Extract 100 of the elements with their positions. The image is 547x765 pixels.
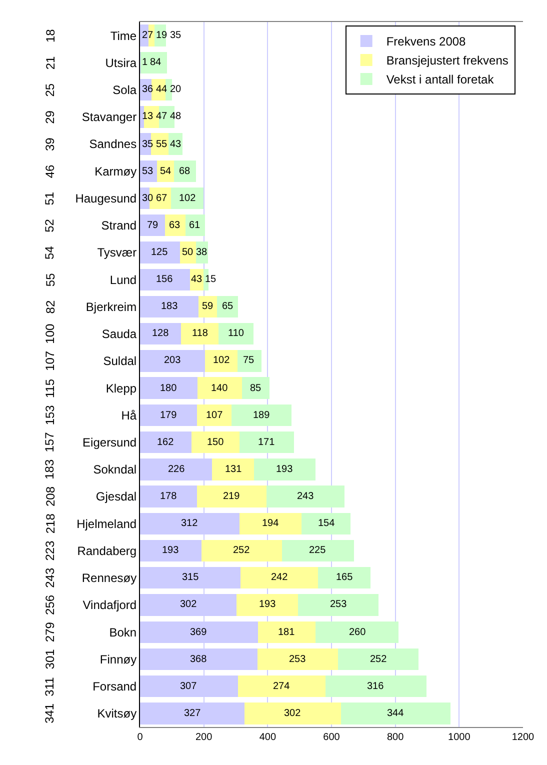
data-label: 47 xyxy=(156,111,168,122)
data-label: 193 xyxy=(276,464,294,475)
y-tick-label: Finnøy xyxy=(100,652,137,666)
data-label: 110 xyxy=(228,328,244,339)
data-label: 30 xyxy=(142,193,154,204)
data-label: 13 xyxy=(142,111,154,122)
y-tick-label: Haugesund xyxy=(75,191,137,206)
x-tick-label: 400 xyxy=(259,732,276,743)
data-label: 154 xyxy=(318,518,336,529)
x-tick-label: 1000 xyxy=(448,732,471,743)
y-tick-label: Forsand xyxy=(92,680,137,694)
y-tick-label: Utsira xyxy=(105,56,137,70)
data-label: 131 xyxy=(225,464,242,475)
y-tick-label: Stavanger xyxy=(82,110,137,124)
data-label: 252 xyxy=(233,545,250,556)
data-label: 43 xyxy=(170,139,182,150)
y-tick-label: Klepp xyxy=(106,381,137,396)
x-tick-label: 200 xyxy=(195,732,213,743)
data-label: 1 xyxy=(142,57,148,68)
legend-label: Vekst i antall foretak xyxy=(386,72,495,87)
y-tick-label: Tysvær xyxy=(97,246,137,260)
data-label: 102 xyxy=(213,355,230,366)
data-label: 162 xyxy=(157,437,174,448)
legend-label: Bransjejustert frekvens xyxy=(386,54,508,68)
data-label: 252 xyxy=(370,654,388,665)
y2-tick-label: 218 xyxy=(43,513,58,534)
y-tick-label: Vindafjord xyxy=(82,598,137,612)
data-label: 75 xyxy=(243,355,255,366)
y2-tick-label: 51 xyxy=(42,192,57,206)
y-tick-label: Time xyxy=(110,28,137,43)
data-label: 84 xyxy=(150,57,162,68)
data-label: 102 xyxy=(179,193,196,204)
data-label: 180 xyxy=(160,383,178,394)
data-label: 35 xyxy=(170,30,182,41)
data-label: 125 xyxy=(151,247,168,258)
y-tick-label: Bokn xyxy=(109,625,137,640)
data-label: 150 xyxy=(207,437,224,448)
data-label: 140 xyxy=(211,383,228,394)
data-label: 65 xyxy=(222,301,234,312)
y-tick-label: Gjesdal xyxy=(96,490,137,504)
x-tick-label: 600 xyxy=(323,732,340,743)
data-label: 302 xyxy=(180,599,198,610)
data-label: 315 xyxy=(182,572,200,583)
data-label: 36 xyxy=(142,84,154,95)
y2-tick-label: 243 xyxy=(43,568,58,588)
data-label: 219 xyxy=(223,491,240,502)
y-tick-label: Sandnes xyxy=(89,137,137,152)
data-label: 316 xyxy=(367,681,384,692)
data-label: 118 xyxy=(192,328,208,339)
data-label: 274 xyxy=(273,681,290,692)
data-label: 68 xyxy=(179,166,191,177)
data-label: 48 xyxy=(170,111,182,122)
y2-tick-label: 157 xyxy=(42,432,57,452)
x-tick-label: 0 xyxy=(137,732,144,743)
y2-tick-label: 311 xyxy=(42,676,57,696)
data-label: 63 xyxy=(169,220,181,231)
y2-tick-label: 39 xyxy=(42,137,57,152)
data-label: 61 xyxy=(189,220,201,231)
data-label: 178 xyxy=(160,491,178,502)
y2-tick-label: 46 xyxy=(42,164,57,178)
y2-tick-label: 82 xyxy=(43,300,58,314)
data-label: 183 xyxy=(161,301,178,312)
data-label: 54 xyxy=(160,166,172,177)
y-tick-label: Karmøy xyxy=(94,164,137,178)
data-label: 50 xyxy=(182,247,194,258)
y2-tick-label: 100 xyxy=(43,323,58,344)
y2-tick-label: 29 xyxy=(43,110,58,124)
y-tick-label: Sola xyxy=(112,82,137,97)
y2-tick-label: 279 xyxy=(42,622,57,642)
data-label: 260 xyxy=(349,627,366,638)
y2-tick-label: 301 xyxy=(42,648,57,670)
y-tick-label: Sokndal xyxy=(93,462,137,477)
data-label: 171 xyxy=(258,437,276,448)
x-tick-label: 1200 xyxy=(512,732,535,743)
data-label: 128 xyxy=(152,328,170,339)
data-label: 242 xyxy=(271,572,288,583)
y-tick-label: Suldal xyxy=(103,354,137,368)
y2-tick-label: 52 xyxy=(42,218,57,232)
y-tick-label: Hå xyxy=(121,408,137,422)
y2-tick-label: 21 xyxy=(43,56,58,70)
data-label: 38 xyxy=(196,247,208,258)
data-label: 181 xyxy=(278,627,296,638)
data-label: 20 xyxy=(170,84,182,95)
legend-label: Frekvens 2008 xyxy=(386,34,466,49)
y2-tick-label: 55 xyxy=(43,272,58,287)
y2-tick-label: 54 xyxy=(42,246,57,260)
data-label: 107 xyxy=(206,410,224,421)
data-label: 35 xyxy=(142,139,154,150)
y2-tick-label: 25 xyxy=(43,83,58,97)
data-label: 43 xyxy=(191,274,203,285)
data-label: 19 xyxy=(156,30,168,41)
data-label: 253 xyxy=(289,654,306,665)
data-label: 312 xyxy=(181,518,198,529)
y2-tick-label: 223 xyxy=(43,540,58,561)
data-label: 156 xyxy=(156,274,174,285)
data-label: 344 xyxy=(387,708,404,719)
y-tick-label: Randaberg xyxy=(77,544,137,558)
y2-tick-label: 256 xyxy=(43,594,58,615)
y2-tick-label: 208 xyxy=(43,486,58,507)
data-label: 193 xyxy=(259,599,276,610)
